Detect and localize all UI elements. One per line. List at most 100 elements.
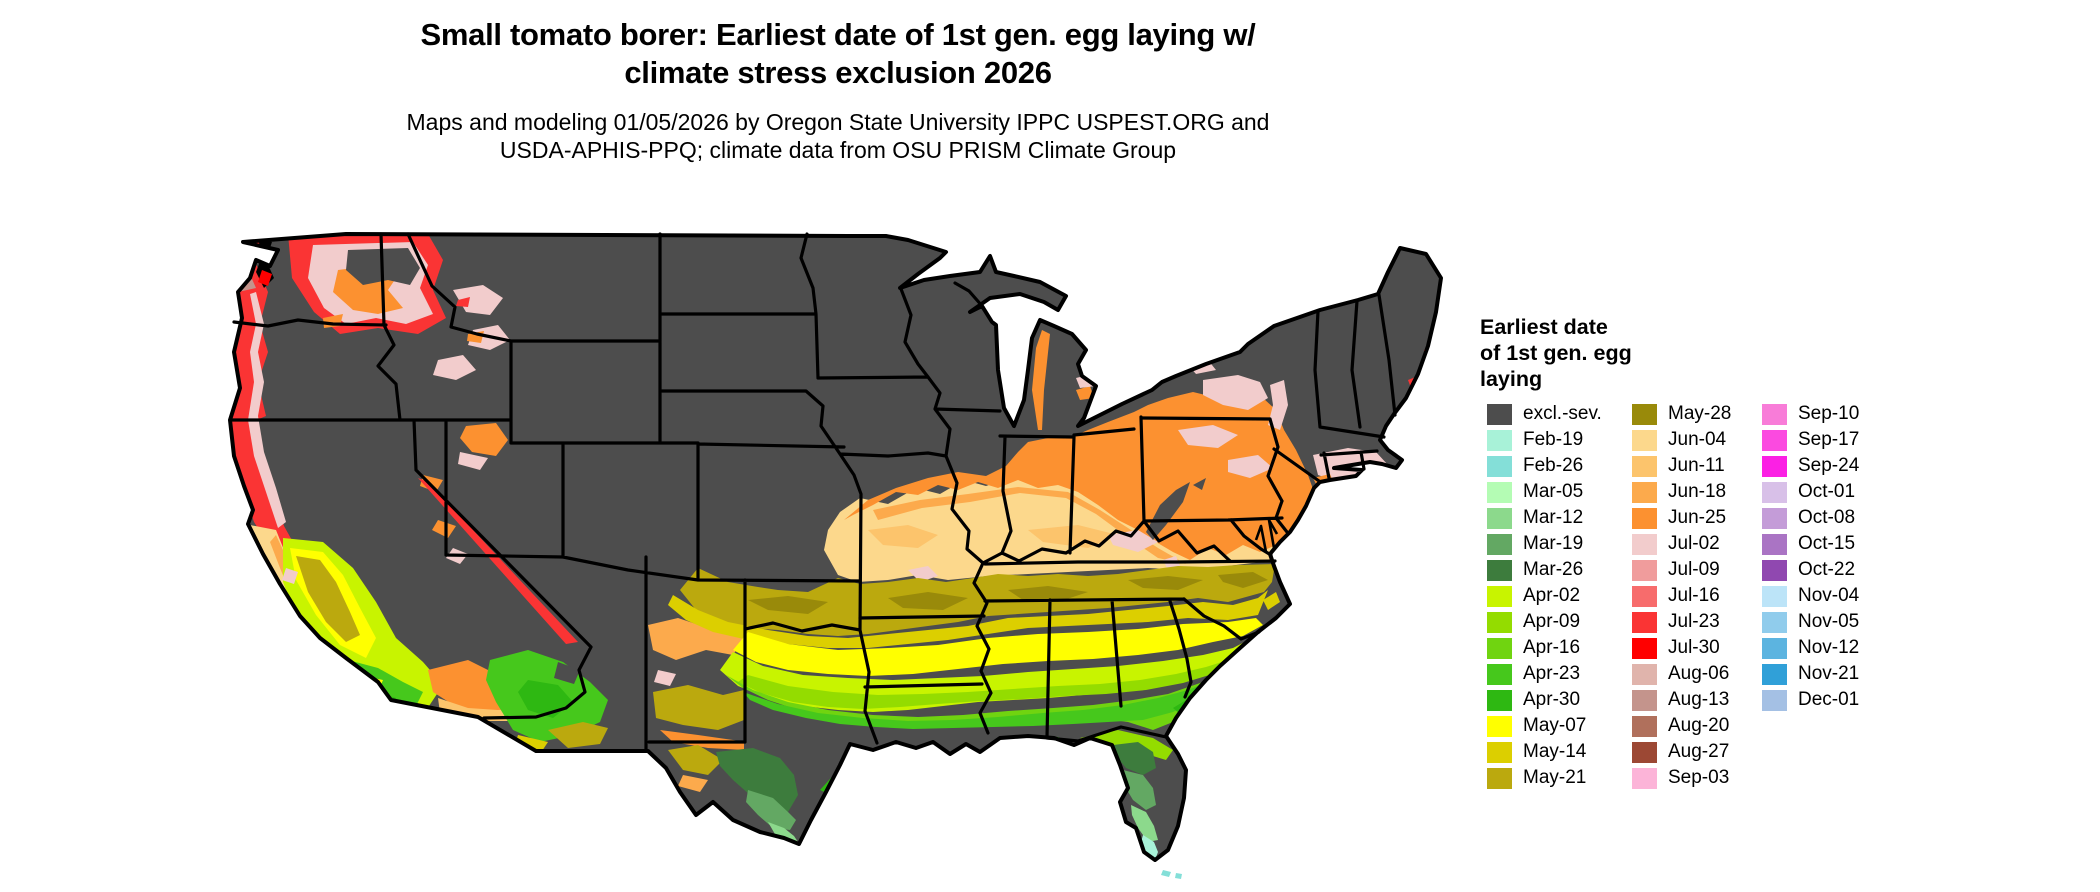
legend-row: Jun-25	[1632, 505, 1731, 531]
legend-swatch	[1762, 585, 1787, 607]
legend-label: May-14	[1523, 741, 1587, 762]
legend-label: Oct-22	[1798, 559, 1856, 580]
legend-row: Jul-09	[1632, 557, 1731, 583]
legend-label: Apr-02	[1523, 585, 1581, 606]
legend-swatch	[1632, 455, 1657, 477]
region-riogrande-orange	[660, 730, 744, 750]
region-nm-olive-south	[653, 685, 744, 730]
region-pnw-coast-red	[230, 236, 294, 550]
band-chartreuse-apr02	[720, 635, 1258, 712]
legend-swatch	[1762, 637, 1787, 659]
legend-label: Jul-23	[1668, 611, 1720, 632]
region-wtx-olive	[668, 745, 723, 775]
region-appalachian-gray	[1146, 478, 1206, 540]
legend-swatch	[1487, 715, 1512, 737]
legend-row: Apr-30	[1487, 687, 1602, 713]
legend-label: Apr-09	[1523, 611, 1581, 632]
legend-swatch	[1487, 429, 1512, 451]
legend-label: May-07	[1523, 715, 1587, 736]
legend-row: Apr-09	[1487, 609, 1602, 635]
legend-swatch	[1487, 559, 1512, 581]
legend-swatch	[1762, 611, 1787, 633]
legend-label: Nov-04	[1798, 585, 1860, 606]
legend-row: Nov-05	[1762, 609, 1859, 635]
legend-swatch	[1487, 637, 1512, 659]
legend-row: Oct-15	[1762, 531, 1859, 557]
legend-label: Apr-16	[1523, 637, 1581, 658]
legend-label: Nov-21	[1798, 663, 1860, 684]
band-peach-jun11-patches	[868, 525, 1258, 548]
legend-row: Nov-21	[1762, 661, 1859, 687]
legend-row: Nov-04	[1762, 583, 1859, 609]
map-legend: Earliest date of 1st gen. egg laying exc…	[1480, 314, 1960, 821]
legend-row: Jul-16	[1632, 583, 1731, 609]
legend-row: Jul-02	[1632, 531, 1731, 557]
region-az-olive	[548, 722, 608, 748]
legend-swatch	[1762, 689, 1787, 711]
legend-swatch	[1632, 767, 1657, 789]
legend-swatch	[1487, 689, 1512, 711]
region-fl-mar26	[1113, 742, 1156, 775]
legend-row: Aug-27	[1632, 739, 1731, 765]
legend-swatch	[1487, 455, 1512, 477]
legend-label: Oct-08	[1798, 507, 1856, 528]
region-fl-mar12	[1131, 805, 1158, 842]
legend-swatch	[1632, 403, 1657, 425]
page-subtitle: Maps and modeling 01/05/2026 by Oregon S…	[407, 108, 1270, 164]
legend-label: Aug-27	[1668, 741, 1730, 762]
legend-swatch	[1762, 455, 1787, 477]
legend-column-1: excl.-sev. Feb-19 Feb-26 Mar-05 Mar-12 Mar-19…	[1487, 401, 1602, 791]
legend-swatch	[1487, 507, 1512, 529]
florida-keys	[1161, 870, 1182, 879]
legend-label: Mar-05	[1523, 481, 1584, 502]
legend-label: Jun-25	[1668, 507, 1727, 528]
legend-row: Mar-05	[1487, 479, 1602, 505]
legend-row: Jun-18	[1632, 479, 1731, 505]
region-id-pink-patches	[433, 285, 510, 380]
us-map	[228, 230, 1446, 882]
legend-row: Jun-04	[1632, 427, 1731, 453]
legend-label: Jun-04	[1668, 429, 1727, 450]
legend-swatch	[1632, 481, 1657, 503]
legend-swatch	[1762, 533, 1787, 555]
legend-label: Aug-20	[1668, 715, 1730, 736]
legend-row: Feb-19	[1487, 427, 1602, 453]
legend-row: May-07	[1487, 713, 1602, 739]
legend-label: Mar-19	[1523, 533, 1584, 554]
band-orange-jun18-fringe	[873, 487, 1186, 564]
legend-label: Mar-26	[1523, 559, 1584, 580]
legend-label: Jun-18	[1668, 481, 1727, 502]
us-outline	[228, 232, 1443, 862]
legend-swatch	[1487, 611, 1512, 633]
subtitle-line-2: USDA-APHIS-PPQ; climate data from OSU PR…	[499, 137, 1177, 163]
region-az-gray-dots	[554, 662, 580, 684]
legend-row: Oct-08	[1762, 505, 1859, 531]
page-title: Small tomato borer: Earliest date of 1st…	[421, 16, 1256, 92]
legend-label: Dec-01	[1798, 689, 1860, 710]
legend-row: May-14	[1487, 739, 1602, 765]
legend-label: Jul-09	[1668, 559, 1720, 580]
legend-swatch	[1632, 429, 1657, 451]
region-stx-mar26	[716, 748, 798, 812]
legend-label: Nov-12	[1798, 637, 1860, 658]
legend-row: Sep-03	[1632, 765, 1731, 791]
legend-swatch	[1632, 637, 1657, 659]
legend-label: Sep-17	[1798, 429, 1860, 450]
legend-swatch	[1632, 741, 1657, 763]
region-mi-west-coast-orange	[1032, 330, 1050, 430]
legend-label: Jun-11	[1668, 455, 1725, 476]
legend-swatch	[1762, 663, 1787, 685]
legend-label: Sep-03	[1668, 767, 1730, 788]
legend-swatch	[1632, 611, 1657, 633]
legend-row: Apr-23	[1487, 661, 1602, 687]
legend-swatch	[1487, 663, 1512, 685]
legend-column-3: Sep-10 Sep-17 Sep-24 Oct-01 Oct-08 Oct-15 Oct-…	[1762, 401, 1859, 713]
legend-row: Apr-16	[1487, 635, 1602, 661]
region-nc-banks-dark-yellow	[1263, 592, 1280, 610]
legend-swatch	[1487, 767, 1512, 789]
state-borders	[230, 232, 1397, 753]
legend-row: May-28	[1632, 401, 1731, 427]
band-dark-yellow-may14	[668, 590, 1268, 648]
legend-label: Aug-13	[1668, 689, 1730, 710]
pink-patches-east	[908, 360, 1388, 582]
